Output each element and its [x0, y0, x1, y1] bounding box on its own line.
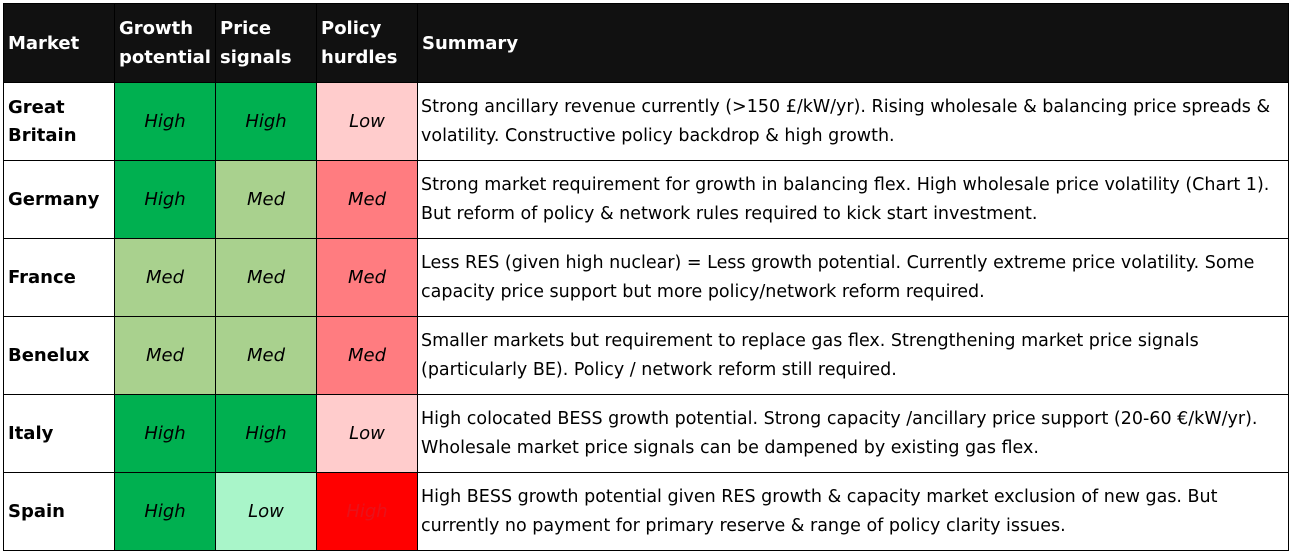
price-cell: Med [215, 160, 317, 239]
policy-cell: Med [316, 160, 418, 239]
summary-cell: High colocated BESS growth potential. St… [417, 394, 1289, 473]
growth-cell: Med [114, 238, 216, 317]
summary-cell: Smaller markets but requirement to repla… [417, 316, 1289, 395]
price-cell: High [215, 82, 317, 161]
market-assessment-table: Market Growth potential Price signals Po… [3, 3, 1289, 551]
price-cell: Med [215, 238, 317, 317]
summary-cell: Strong ancillary revenue currently (>150… [417, 82, 1289, 161]
table-row: Germany High Med Med Strong market requi… [3, 160, 1289, 239]
table-row: Benelux Med Med Med Smaller markets but … [3, 316, 1289, 395]
price-cell: High [215, 394, 317, 473]
policy-cell: Low [316, 394, 418, 473]
header-market: Market [3, 3, 115, 83]
policy-cell: High [316, 472, 418, 551]
summary-cell: Less RES (given high nuclear) = Less gro… [417, 238, 1289, 317]
market-cell: France [3, 238, 115, 317]
table-row: Great Britain High High Low Strong ancil… [3, 82, 1289, 161]
header-summary: Summary [417, 3, 1289, 83]
market-cell: Benelux [3, 316, 115, 395]
price-cell: Med [215, 316, 317, 395]
policy-cell: Low [316, 82, 418, 161]
header-price-signals: Price signals [215, 3, 317, 83]
price-cell: Low [215, 472, 317, 551]
header-growth-potential: Growth potential [114, 3, 216, 83]
table-row: Spain High Low High High BESS growth pot… [3, 472, 1289, 551]
header-row: Market Growth potential Price signals Po… [3, 3, 1289, 83]
growth-cell: High [114, 82, 216, 161]
growth-cell: High [114, 160, 216, 239]
header-policy-hurdles: Policy hurdles [316, 3, 418, 83]
summary-cell: High BESS growth potential given RES gro… [417, 472, 1289, 551]
table-row: Italy High High Low High colocated BESS … [3, 394, 1289, 473]
market-cell: Great Britain [3, 82, 115, 161]
policy-cell: Med [316, 238, 418, 317]
table-row: France Med Med Med Less RES (given high … [3, 238, 1289, 317]
market-cell: Spain [3, 472, 115, 551]
market-cell: Germany [3, 160, 115, 239]
growth-cell: High [114, 472, 216, 551]
growth-cell: High [114, 394, 216, 473]
market-cell: Italy [3, 394, 115, 473]
policy-cell: Med [316, 316, 418, 395]
growth-cell: Med [114, 316, 216, 395]
summary-cell: Strong market requirement for growth in … [417, 160, 1289, 239]
